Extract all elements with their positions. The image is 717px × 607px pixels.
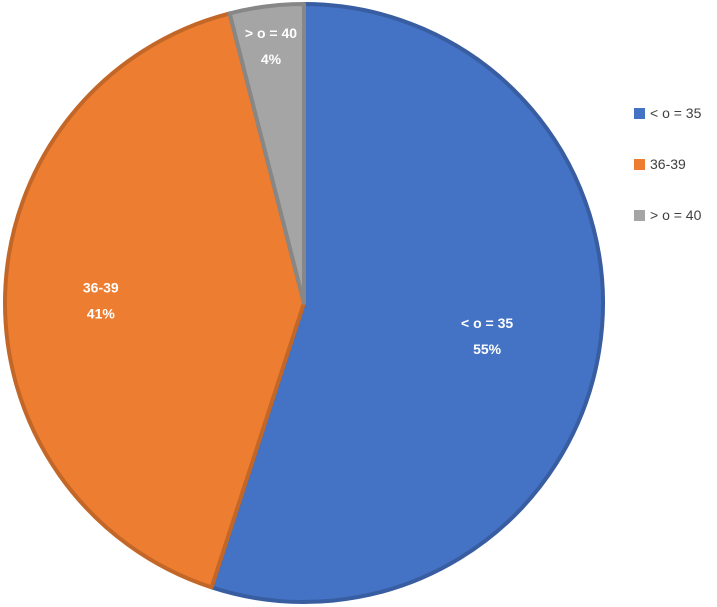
legend-item-1: 36-39 [634, 155, 717, 173]
legend-swatch-1 [634, 158, 645, 170]
legend-label-1: 36-39 [650, 156, 686, 172]
legend-swatch-2 [634, 209, 645, 221]
pie-slice-2 [227, 2, 306, 305]
legend: < o = 35 36-39 > o = 40 [634, 104, 717, 257]
pie-slice-1 [3, 11, 306, 590]
slice-value-label-1: 41% [87, 306, 116, 322]
legend-label-0: < o = 35 [650, 105, 702, 121]
legend-label-2: > o = 40 [650, 207, 702, 223]
legend-swatch-0 [634, 107, 645, 119]
slice-category-label-1: 36-39 [83, 280, 119, 296]
legend-item-2: > o = 40 [634, 206, 717, 224]
slice-value-label-2: 4% [261, 51, 282, 67]
slice-category-label-2: > o = 40 [245, 25, 297, 41]
slice-category-label-0: < o = 35 [461, 315, 513, 331]
pie-slice-0 [209, 2, 605, 604]
legend-item-0: < o = 35 [634, 104, 717, 122]
slice-value-label-0: 55% [473, 341, 502, 357]
